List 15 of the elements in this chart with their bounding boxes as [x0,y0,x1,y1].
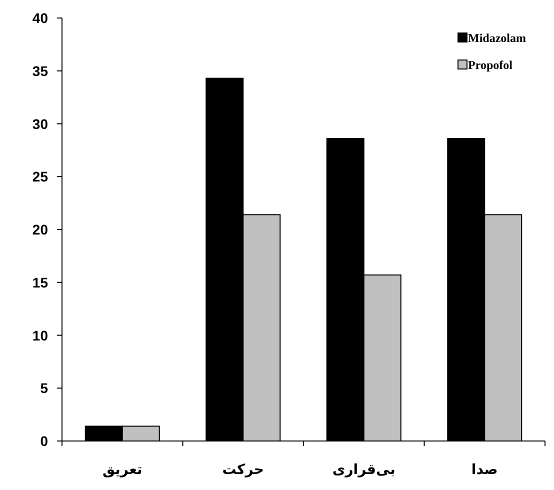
y-tick-label: 30 [32,116,48,132]
y-tick-label: 35 [32,62,48,79]
legend-label: Midazolam [468,31,526,45]
y-tick-label: 25 [32,168,48,185]
legend-label: Propofol [468,58,514,72]
y-tick-label: 40 [32,10,48,26]
x-tick-label: بی‌قراری [332,462,396,478]
y-tick-label: 20 [32,222,48,238]
y-tick-label: 15 [32,274,48,290]
x-tick-label: صدا [471,462,498,478]
x-tick-label: تعریق [102,462,142,478]
y-tick-label: 0 [40,433,48,449]
y-tick-label: 5 [40,380,48,396]
x-tick-label: حرکت [222,462,264,478]
y-tick-label: 10 [32,327,48,344]
